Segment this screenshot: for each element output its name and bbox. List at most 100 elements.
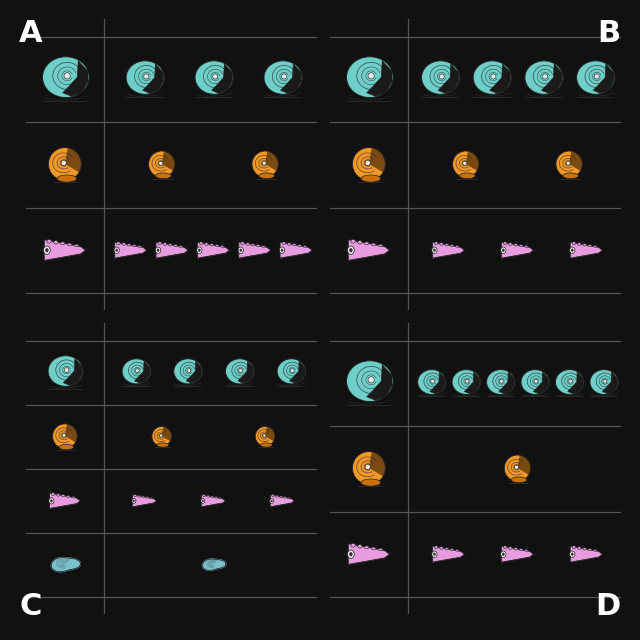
Ellipse shape xyxy=(277,359,306,384)
Ellipse shape xyxy=(196,247,202,253)
Ellipse shape xyxy=(348,246,355,254)
Ellipse shape xyxy=(132,499,136,503)
Ellipse shape xyxy=(280,496,282,498)
Circle shape xyxy=(148,151,175,177)
Ellipse shape xyxy=(74,244,79,246)
Ellipse shape xyxy=(432,551,437,557)
Ellipse shape xyxy=(163,243,167,245)
Circle shape xyxy=(603,380,607,383)
Ellipse shape xyxy=(116,242,120,244)
Ellipse shape xyxy=(134,495,136,497)
Ellipse shape xyxy=(571,248,573,252)
Polygon shape xyxy=(433,242,465,259)
Ellipse shape xyxy=(292,244,296,246)
Ellipse shape xyxy=(179,246,182,247)
Ellipse shape xyxy=(570,551,575,557)
Ellipse shape xyxy=(50,499,52,502)
Ellipse shape xyxy=(298,244,301,246)
Ellipse shape xyxy=(583,548,586,550)
Polygon shape xyxy=(115,242,147,259)
Ellipse shape xyxy=(270,499,274,503)
Circle shape xyxy=(353,147,385,180)
Circle shape xyxy=(263,434,266,437)
Ellipse shape xyxy=(61,495,65,497)
Ellipse shape xyxy=(473,61,511,94)
Polygon shape xyxy=(490,64,511,93)
Ellipse shape xyxy=(210,244,213,246)
Ellipse shape xyxy=(146,497,148,498)
Ellipse shape xyxy=(142,496,145,498)
Ellipse shape xyxy=(56,493,60,496)
Ellipse shape xyxy=(246,243,250,245)
Ellipse shape xyxy=(133,500,135,502)
Ellipse shape xyxy=(503,242,507,244)
Ellipse shape xyxy=(440,243,444,245)
Ellipse shape xyxy=(114,247,119,253)
Ellipse shape xyxy=(451,244,454,246)
Ellipse shape xyxy=(500,551,506,557)
Ellipse shape xyxy=(174,359,202,384)
Polygon shape xyxy=(570,546,602,563)
Circle shape xyxy=(52,424,77,449)
Polygon shape xyxy=(212,64,232,93)
Circle shape xyxy=(463,161,467,165)
Polygon shape xyxy=(568,372,583,394)
Ellipse shape xyxy=(422,61,460,94)
Ellipse shape xyxy=(168,244,172,246)
Polygon shape xyxy=(238,361,253,383)
Ellipse shape xyxy=(205,243,208,245)
Ellipse shape xyxy=(371,547,376,550)
Wedge shape xyxy=(162,151,175,171)
Ellipse shape xyxy=(200,242,203,244)
Ellipse shape xyxy=(126,61,164,94)
Ellipse shape xyxy=(272,495,275,497)
Circle shape xyxy=(62,433,66,437)
Wedge shape xyxy=(65,424,77,442)
Ellipse shape xyxy=(502,248,505,252)
Circle shape xyxy=(64,368,69,372)
Circle shape xyxy=(556,151,582,177)
Ellipse shape xyxy=(45,248,49,252)
Circle shape xyxy=(255,426,275,446)
Ellipse shape xyxy=(524,246,528,247)
Polygon shape xyxy=(593,64,614,93)
Ellipse shape xyxy=(500,247,506,253)
Ellipse shape xyxy=(514,548,517,550)
Ellipse shape xyxy=(572,546,576,548)
Wedge shape xyxy=(369,148,385,172)
Ellipse shape xyxy=(378,548,383,550)
Ellipse shape xyxy=(59,444,74,450)
Polygon shape xyxy=(143,64,163,93)
Ellipse shape xyxy=(577,547,581,549)
Ellipse shape xyxy=(215,497,218,498)
Ellipse shape xyxy=(435,546,438,548)
Ellipse shape xyxy=(351,239,355,243)
Ellipse shape xyxy=(150,497,152,499)
Circle shape xyxy=(431,380,435,383)
Polygon shape xyxy=(202,495,225,507)
Ellipse shape xyxy=(371,243,376,246)
Ellipse shape xyxy=(364,242,369,244)
Ellipse shape xyxy=(556,369,584,394)
Ellipse shape xyxy=(241,242,244,244)
Circle shape xyxy=(135,369,139,372)
Ellipse shape xyxy=(201,499,205,503)
Wedge shape xyxy=(569,151,582,171)
Ellipse shape xyxy=(225,359,254,384)
Circle shape xyxy=(368,73,374,79)
Ellipse shape xyxy=(67,243,72,246)
Ellipse shape xyxy=(588,548,591,550)
Circle shape xyxy=(594,74,599,79)
Ellipse shape xyxy=(158,242,161,244)
Wedge shape xyxy=(265,151,278,171)
Circle shape xyxy=(291,369,294,372)
Polygon shape xyxy=(499,372,515,394)
Ellipse shape xyxy=(122,243,125,245)
Ellipse shape xyxy=(44,246,51,254)
Ellipse shape xyxy=(509,547,512,549)
Ellipse shape xyxy=(502,552,505,556)
Polygon shape xyxy=(280,242,312,259)
Polygon shape xyxy=(239,242,271,259)
Polygon shape xyxy=(49,493,81,509)
Polygon shape xyxy=(280,64,301,93)
